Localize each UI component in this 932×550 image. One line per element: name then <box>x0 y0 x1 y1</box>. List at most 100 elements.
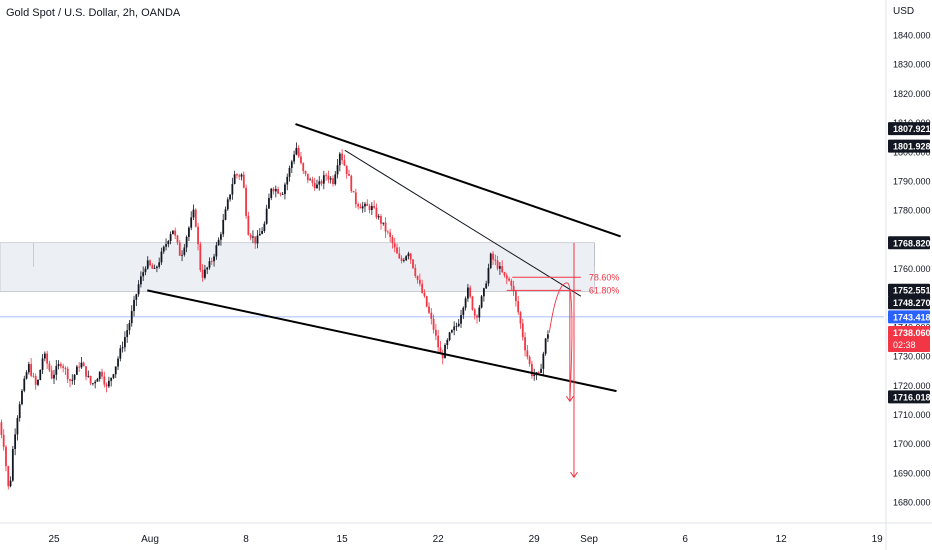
candle <box>517 295 520 315</box>
candle-body <box>126 330 129 338</box>
candle-body <box>30 364 33 376</box>
candle-body <box>455 326 458 327</box>
projection-curve <box>548 282 573 402</box>
candle-body <box>231 184 234 195</box>
candle <box>274 185 277 198</box>
candle-body <box>87 375 90 377</box>
candle <box>357 202 360 210</box>
candle-body <box>162 246 165 252</box>
candle-body <box>270 188 273 199</box>
candle-body <box>428 306 430 313</box>
candle <box>350 174 353 193</box>
candle-body <box>439 347 442 354</box>
candle-body <box>75 366 78 375</box>
candle-body <box>46 353 49 364</box>
candle <box>142 266 145 281</box>
candle-body <box>464 298 467 308</box>
candle-body <box>188 227 190 237</box>
candle <box>126 323 129 343</box>
candle-body <box>178 242 181 256</box>
candle <box>448 331 451 342</box>
candle-body <box>7 466 10 487</box>
candle <box>261 227 263 235</box>
candle <box>11 445 14 482</box>
candle <box>393 237 396 253</box>
candle <box>254 236 257 249</box>
candle <box>114 366 117 379</box>
candle <box>181 250 183 262</box>
candle <box>139 271 142 288</box>
candle <box>55 360 58 381</box>
candle <box>508 276 510 282</box>
candle-body <box>281 194 284 195</box>
candle-body <box>85 366 87 377</box>
candle <box>526 345 529 360</box>
candle <box>450 329 453 334</box>
candle-body <box>62 366 65 368</box>
candle-body <box>91 383 94 385</box>
candle <box>540 363 542 374</box>
candle-body <box>329 178 332 180</box>
candle <box>201 264 204 282</box>
candle <box>135 293 138 307</box>
candle <box>34 373 37 390</box>
candle-body <box>400 258 403 261</box>
candle <box>46 350 49 369</box>
candle-body <box>11 449 14 481</box>
candle-body <box>39 369 42 381</box>
candle <box>418 273 421 287</box>
x-tick-label: 29 <box>529 534 541 545</box>
candle <box>489 252 492 270</box>
price-label-tag <box>888 236 930 250</box>
candle <box>160 247 163 265</box>
candle <box>329 176 332 184</box>
candle-body <box>503 272 506 276</box>
candle-body <box>66 368 69 380</box>
currency-label: USD <box>893 6 915 17</box>
candle <box>309 177 312 181</box>
candles <box>0 142 549 490</box>
candle-body <box>117 358 119 367</box>
price-label-tag <box>888 122 930 136</box>
candle-body <box>354 192 357 205</box>
candle-body <box>242 174 245 188</box>
candle-body <box>425 296 428 307</box>
candle <box>245 184 247 219</box>
candle-body <box>16 418 19 435</box>
candle <box>457 318 460 328</box>
candle-body <box>172 230 174 235</box>
inner-descending-line <box>344 149 582 297</box>
candle-body <box>43 353 46 359</box>
candle-body <box>521 323 524 338</box>
candle <box>547 330 549 343</box>
countdown-label: 02:38 <box>893 340 916 350</box>
candle-body <box>297 147 300 157</box>
candle-body <box>34 376 37 385</box>
candle <box>279 192 282 197</box>
candle-body <box>316 184 318 189</box>
candle <box>59 362 62 369</box>
candle <box>25 370 28 380</box>
candle-body <box>133 299 135 312</box>
y-tick-label: 1700.000 <box>893 439 931 449</box>
candle-body <box>352 191 355 193</box>
candle-body <box>432 318 435 330</box>
candle <box>304 170 307 177</box>
candle <box>478 304 481 322</box>
candle <box>151 263 154 269</box>
candle-body <box>293 154 295 162</box>
candle <box>162 245 165 254</box>
candle-body <box>89 375 92 384</box>
candle <box>265 204 268 225</box>
candle-body <box>526 350 529 357</box>
candle-body <box>226 199 229 210</box>
candle-body <box>377 216 380 218</box>
candle-body <box>325 175 328 177</box>
candle <box>460 309 462 328</box>
candle <box>515 290 517 307</box>
candle-body <box>393 243 396 248</box>
candle-body <box>197 226 199 245</box>
x-tick-label: 19 <box>872 534 884 545</box>
candle-body <box>473 309 476 316</box>
